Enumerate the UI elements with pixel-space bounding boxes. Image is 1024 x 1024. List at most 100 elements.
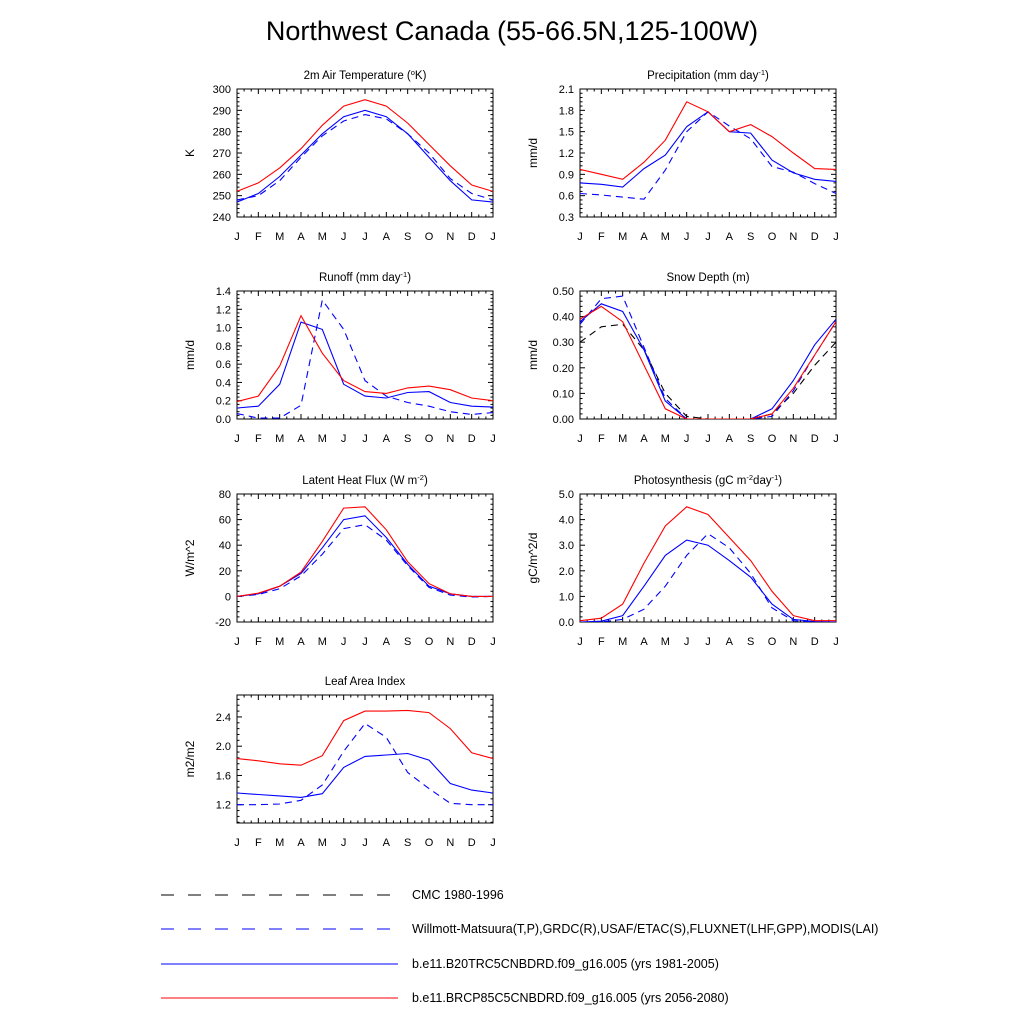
y-tick-label: 0.4 [216, 377, 231, 389]
y-tick-label: 1.8 [559, 105, 574, 117]
x-tick-label: F [598, 231, 605, 243]
y-tick-label: 300 [213, 84, 231, 96]
legend-label-b20: b.e11.B20TRC5CNBDRD.f09_g16.005 (yrs 198… [412, 957, 719, 971]
x-tick-label: N [446, 231, 454, 243]
x-tick-label: J [833, 636, 839, 648]
x-tick-label: A [297, 837, 305, 849]
y-tick-label: 0.9 [559, 169, 574, 181]
y-tick-label: 290 [213, 105, 231, 117]
y-tick-label: 260 [213, 169, 231, 181]
y-tick-label: 0.00 [553, 414, 574, 426]
legend-label-cmc: CMC 1980-1996 [412, 888, 504, 902]
x-tick-label: O [768, 636, 777, 648]
x-tick-label: D [468, 636, 476, 648]
x-tick-label: N [789, 636, 797, 648]
x-tick-label: M [275, 433, 284, 445]
panel-snow: J F M A M J J A S O N D J0.000.100.200.300.400.50Sno… [526, 272, 839, 445]
x-tick-label: A [383, 636, 391, 648]
x-tick-label: D [468, 837, 476, 849]
y-tick-label: 2.4 [216, 712, 231, 724]
y-tick-label: 4.0 [559, 515, 574, 527]
series-line-b20 [237, 515, 493, 597]
series-line-b20 [237, 109, 493, 203]
series-line-rcp [580, 101, 836, 180]
y-tick-label: 0.0 [216, 414, 231, 426]
x-tick-label: M [318, 636, 327, 648]
main-title: Northwest Canada (55-66.5N,125-100W) [265, 16, 759, 46]
panel-title: Leaf Area Index [325, 676, 406, 688]
plot-frame [236, 290, 494, 420]
y-axis-label: K [183, 149, 197, 157]
x-tick-label: J [341, 231, 347, 243]
x-tick-label: D [811, 636, 819, 648]
panel-lai: J F M A M J J A S O N D J 1.2 1.6 2.0 2.4 Leaf Area Index… [183, 676, 496, 849]
y-tick-label: 80 [219, 489, 231, 501]
panel-title: 2m Air Temperature (oK) [304, 68, 427, 82]
x-tick-label: J [341, 837, 347, 849]
y-tick-label: -20 [215, 617, 231, 629]
x-tick-label: A [297, 433, 305, 445]
x-tick-label: J [684, 636, 690, 648]
x-tick-label: M [275, 636, 284, 648]
x-tick-label: M [661, 636, 670, 648]
panel-title: Snow Depth (m) [666, 272, 749, 284]
x-tick-label: J [341, 433, 347, 445]
series-line-obs [237, 722, 493, 806]
x-tick-label: O [768, 433, 777, 445]
x-tick-label: J [684, 231, 690, 243]
x-tick-label: N [446, 433, 454, 445]
x-tick-label: A [383, 433, 391, 445]
panel-precip: J F M A M J J A S O N D J0.30.60.91.21.51.82.1Precip… [526, 68, 839, 243]
plot-frame [236, 88, 494, 218]
y-axis-label: m2/m2 [183, 740, 197, 777]
legend-label-obs: Willmott-Matsuura(T,P),GRDC(R),USAF/ETAC… [412, 922, 878, 936]
series-line-rcp [237, 99, 493, 192]
x-tick-label: J [577, 231, 583, 243]
y-tick-label: 0.8 [216, 341, 231, 353]
x-tick-label: M [275, 837, 284, 849]
x-tick-label: J [490, 231, 496, 243]
x-tick-label: M [318, 231, 327, 243]
y-tick-label: 0.3 [559, 212, 574, 224]
x-tick-label: J [341, 636, 347, 648]
y-tick-label: 1.0 [559, 591, 574, 603]
x-tick-label: N [789, 433, 797, 445]
x-tick-label: J [234, 433, 240, 445]
series-line-rcp [237, 314, 493, 403]
x-tick-label: M [618, 433, 627, 445]
y-tick-label: 240 [213, 212, 231, 224]
series-line-b20 [580, 111, 836, 188]
x-tick-label: M [618, 636, 627, 648]
x-tick-label: A [640, 433, 648, 445]
x-tick-label: F [255, 231, 262, 243]
x-tick-label: J [577, 433, 583, 445]
y-tick-label: 1.4 [216, 286, 231, 298]
x-tick-label: S [747, 231, 754, 243]
x-tick-label: O [425, 433, 434, 445]
y-axis-label: gC/m^2/d [526, 533, 540, 584]
y-tick-label: 270 [213, 148, 231, 160]
series-line-obs [237, 298, 493, 419]
x-tick-label: S [404, 231, 411, 243]
x-tick-label: J [577, 636, 583, 648]
y-tick-label: 3.0 [559, 540, 574, 552]
x-tick-label: F [255, 636, 262, 648]
x-tick-label: O [425, 636, 434, 648]
series-line-cmc [580, 323, 836, 419]
panel-title: Runoff (mm day-1) [319, 270, 411, 284]
plot-frame [236, 493, 494, 623]
x-tick-label: J [234, 837, 240, 849]
x-tick-label: F [255, 837, 262, 849]
y-axis-label: mm/d [183, 340, 197, 370]
plot-frame [579, 88, 837, 218]
x-tick-label: F [255, 433, 262, 445]
x-tick-label: D [811, 231, 819, 243]
x-tick-label: A [383, 837, 391, 849]
x-tick-label: A [640, 231, 648, 243]
y-tick-label: 2.0 [216, 741, 231, 753]
y-axis-label: mm/d [526, 340, 540, 370]
x-tick-label: J [490, 636, 496, 648]
plot-frame [579, 493, 837, 623]
x-tick-label: M [318, 837, 327, 849]
